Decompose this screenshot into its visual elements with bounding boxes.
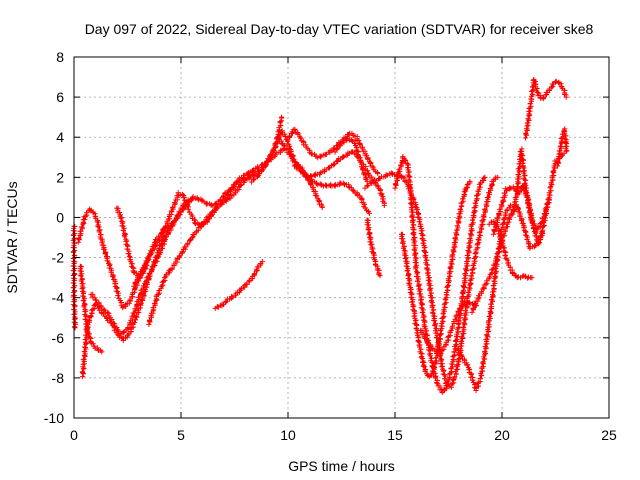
series-arc-27 xyxy=(555,126,570,169)
data-point-markers xyxy=(88,196,195,337)
x-tick-label: 0 xyxy=(70,427,78,443)
chart-title: Day 097 of 2022, Sidereal Day-to-day VTE… xyxy=(85,21,594,37)
data-point-markers xyxy=(364,217,383,279)
data-point-markers xyxy=(522,77,569,141)
y-tick-label: 4 xyxy=(56,129,64,145)
y-tick-label: -6 xyxy=(52,330,65,346)
y-tick-label: 6 xyxy=(56,89,64,105)
axis-ticks: 0 5 10 15 20 25 -10 -8 -6 -4 -2 0 2 4 6 8 xyxy=(44,49,617,443)
data-point-markers xyxy=(79,202,191,380)
series-arc-20 xyxy=(418,298,479,357)
y-tick-label: -2 xyxy=(52,250,65,266)
series-arc-15 xyxy=(332,136,370,184)
data-point-markers xyxy=(510,146,567,247)
series-arc-12 xyxy=(274,135,372,217)
series-arc-09 xyxy=(178,146,287,211)
series-arc-16 xyxy=(364,217,383,279)
data-point-markers xyxy=(332,136,370,184)
x-tick-label: 5 xyxy=(177,427,185,443)
y-tick-label: 8 xyxy=(56,49,64,65)
y-axis-label: SDTVAR / TECUs xyxy=(4,181,20,293)
x-axis-label: GPS time / hours xyxy=(288,458,395,474)
y-tick-label: -8 xyxy=(52,370,65,386)
series-arc-26 xyxy=(522,77,569,141)
data-marks xyxy=(70,77,570,396)
data-point-markers xyxy=(274,135,372,217)
series-arc-25 xyxy=(510,146,567,247)
x-tick-label: 25 xyxy=(601,427,617,443)
y-tick-label: 2 xyxy=(56,169,64,185)
series-arc-05 xyxy=(88,196,195,337)
data-point-markers xyxy=(212,258,265,311)
x-tick-label: 10 xyxy=(280,427,296,443)
series-arc-10 xyxy=(212,258,265,311)
y-tick-label: -4 xyxy=(52,290,65,306)
series-arc-04 xyxy=(79,202,191,380)
x-tick-label: 20 xyxy=(494,427,510,443)
y-tick-label: -10 xyxy=(44,410,64,426)
data-point-markers xyxy=(398,178,473,380)
x-tick-label: 15 xyxy=(387,427,403,443)
series-arc-19 xyxy=(398,178,473,380)
data-point-markers xyxy=(555,126,570,169)
plot-frame xyxy=(73,56,610,419)
y-tick-label: 0 xyxy=(56,209,64,225)
data-point-markers xyxy=(178,146,287,211)
data-point-markers xyxy=(418,298,479,357)
